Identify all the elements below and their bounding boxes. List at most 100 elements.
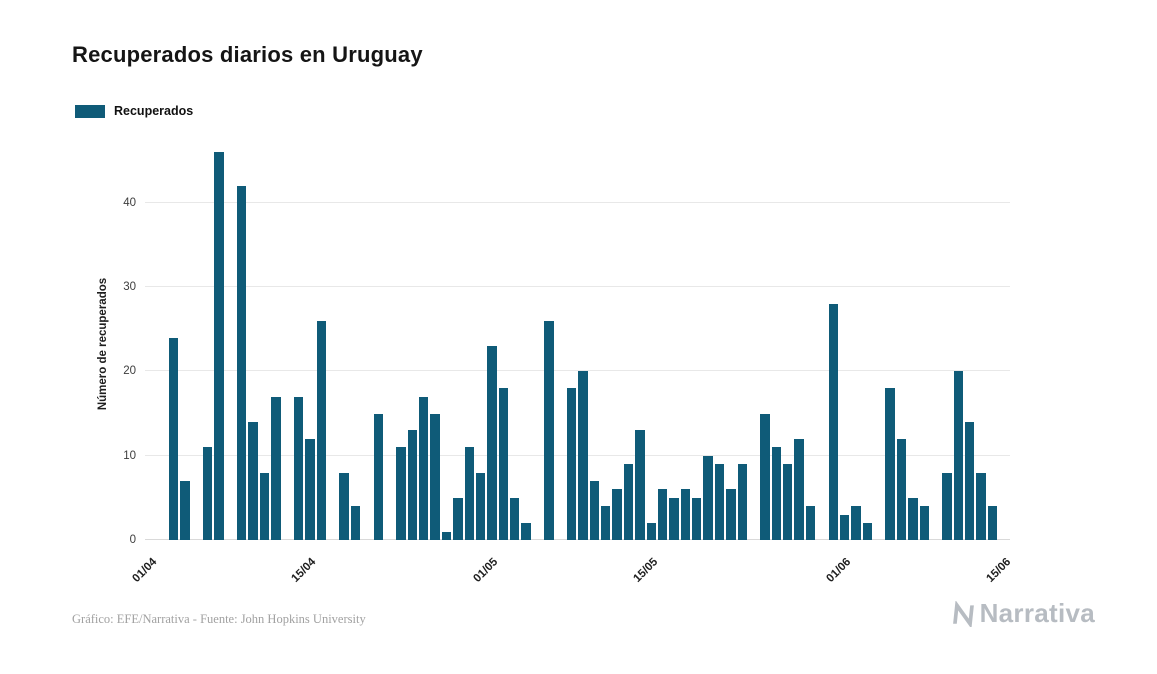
- bar: [692, 497, 702, 540]
- bar: [601, 506, 611, 540]
- bar-slot: [805, 148, 816, 540]
- bar: [703, 455, 713, 540]
- bar-slot: [191, 148, 202, 540]
- bar-slot: [646, 148, 657, 540]
- bar: [896, 438, 907, 540]
- bar: [396, 447, 406, 540]
- bar-slot: [543, 148, 554, 540]
- x-tick-label: 15/04: [289, 556, 319, 585]
- bar-slot: [270, 148, 281, 540]
- bar-slot: [464, 148, 475, 540]
- bar-slot: [998, 148, 1009, 540]
- gridline: [145, 370, 1010, 372]
- bar: [259, 472, 270, 540]
- bar-slot: [373, 148, 384, 540]
- bar: [771, 447, 781, 540]
- page-title: Recuperados diarios en Uruguay: [72, 42, 423, 67]
- bar-slot: [873, 148, 884, 540]
- bar-slot: [691, 148, 702, 540]
- bar-slot: [350, 148, 361, 540]
- gridline: [145, 201, 1010, 203]
- bar-slot: [566, 148, 577, 540]
- bar: [407, 430, 417, 540]
- bar-slot: [145, 148, 156, 540]
- bar-slot: [236, 148, 247, 540]
- y-tick-label: 20: [123, 365, 136, 378]
- bar: [760, 413, 770, 540]
- bar: [680, 489, 690, 540]
- bar-slot: [975, 148, 986, 540]
- bar-slot: [384, 148, 395, 540]
- bar: [566, 388, 577, 540]
- bar-slot: [168, 148, 179, 540]
- bar: [475, 472, 486, 540]
- bar-slot: [793, 148, 804, 540]
- bar-slot: [247, 148, 258, 540]
- bar: [237, 185, 247, 540]
- bar-slot: [634, 148, 645, 540]
- bar-slot: [179, 148, 190, 540]
- bar: [657, 489, 668, 540]
- bar-slot: [486, 148, 497, 540]
- bar: [350, 506, 361, 540]
- y-tick-label: 40: [123, 196, 136, 209]
- bar-slot: [725, 148, 736, 540]
- bar: [419, 396, 429, 540]
- y-tick-label: 0: [129, 534, 136, 546]
- bar-slot: [759, 148, 770, 540]
- legend-swatch: [75, 104, 105, 118]
- bar: [510, 497, 520, 540]
- bar-slot: [156, 148, 167, 540]
- narrativa-logo-icon: [952, 600, 974, 627]
- bar: [521, 523, 531, 540]
- bar-slot: [282, 148, 293, 540]
- bar: [908, 497, 918, 540]
- bar-slot: [589, 148, 600, 540]
- bar-slot: [657, 148, 668, 540]
- bar: [965, 421, 975, 540]
- bar: [714, 464, 725, 540]
- bar: [441, 531, 452, 540]
- bar-slot: [919, 148, 930, 540]
- bar-slot: [509, 148, 520, 540]
- bar: [783, 464, 793, 540]
- bar-slot: [782, 148, 793, 540]
- bar: [305, 438, 315, 540]
- bar: [453, 497, 463, 540]
- bar: [669, 497, 679, 540]
- bar: [248, 421, 258, 540]
- bar-slot: [862, 148, 873, 540]
- x-tick-label: 01/05: [471, 556, 501, 585]
- bar: [180, 481, 190, 540]
- bar: [168, 337, 179, 540]
- bar: [942, 472, 952, 540]
- bar: [202, 447, 213, 540]
- bar-slot: [737, 148, 748, 540]
- gridline: [145, 539, 1010, 540]
- gridline: [145, 286, 1010, 288]
- bar-slot: [953, 148, 964, 540]
- bar-slot: [213, 148, 224, 540]
- bar-slot: [475, 148, 486, 540]
- bar-slot: [987, 148, 998, 540]
- bar-slot: [577, 148, 588, 540]
- x-tick-label: 15/05: [631, 556, 660, 585]
- y-tick-label: 10: [123, 449, 136, 462]
- bar: [464, 447, 474, 540]
- bar-slot: [702, 148, 713, 540]
- source-credit: Gráfico: EFE/Narrativa - Fuente: John Ho…: [72, 612, 366, 626]
- bar: [271, 396, 281, 540]
- bar-slot: [941, 148, 952, 540]
- bar: [794, 438, 804, 540]
- narrativa-logo: Narrativa: [952, 598, 1095, 629]
- bar-slot: [896, 148, 907, 540]
- bar-slot: [338, 148, 349, 540]
- bar-slot: [771, 148, 782, 540]
- x-tick-label: 01/06: [824, 556, 854, 585]
- bar: [612, 489, 622, 540]
- bar-slot: [964, 148, 975, 540]
- bar: [646, 523, 656, 540]
- bar-slot: [259, 148, 270, 540]
- bar: [635, 430, 645, 540]
